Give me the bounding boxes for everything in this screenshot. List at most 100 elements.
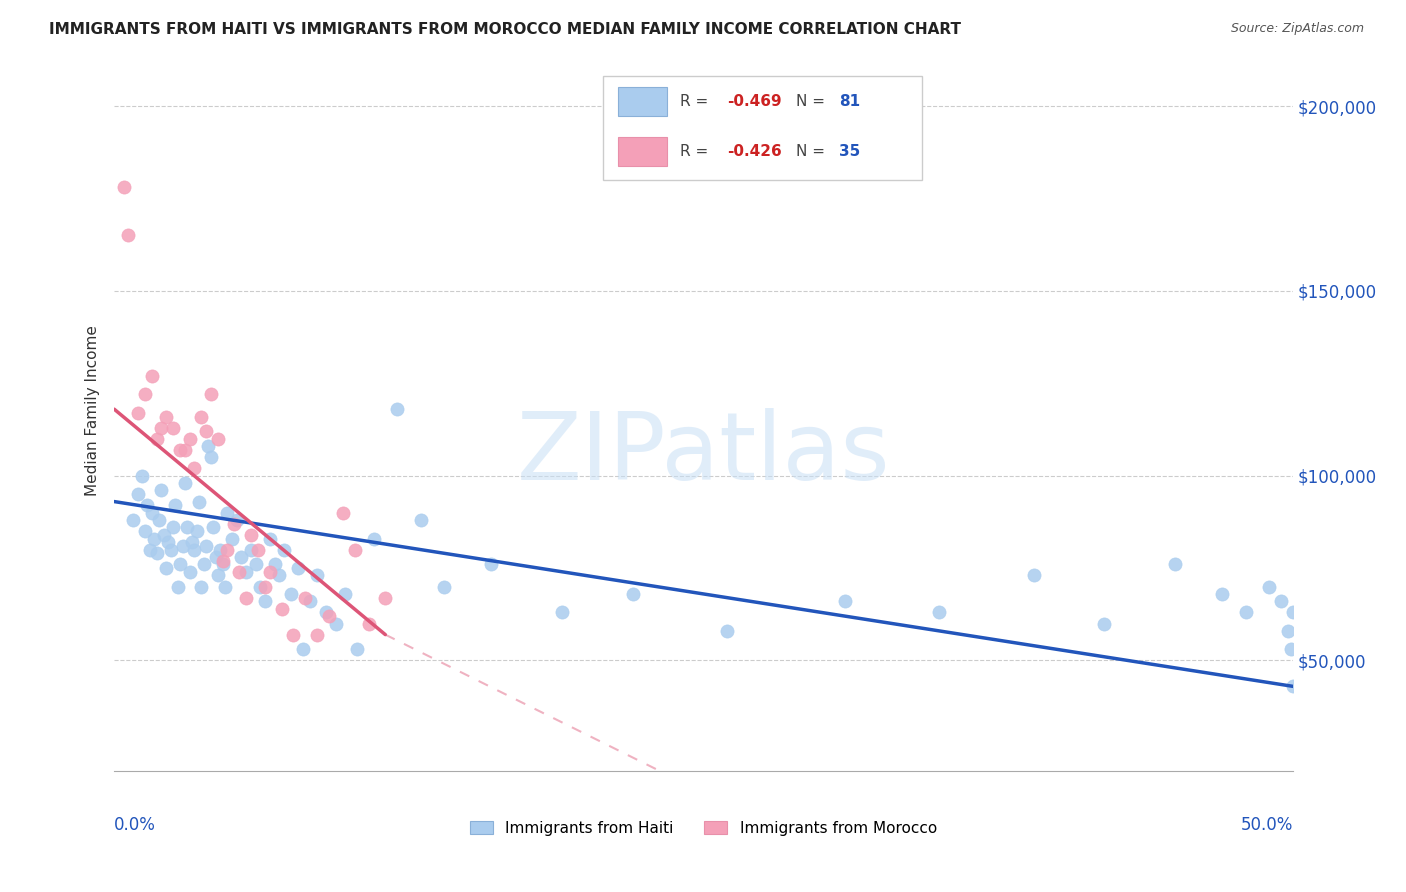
Point (318, 609, 340, 624)
Point (259, 532, 281, 546)
Point (283, 627, 305, 641)
Point (239, 542, 262, 557)
Point (254, 580, 277, 594)
Text: -0.426: -0.426 (727, 145, 782, 159)
Point (145, 432, 167, 446)
Point (280, 587, 302, 601)
Point (188, 494, 211, 508)
Point (200, 450, 222, 465)
Point (385, 402, 408, 417)
Text: Source: ZipAtlas.com: Source: ZipAtlas.com (1230, 22, 1364, 36)
Point (207, 568, 229, 582)
Point (269, 568, 291, 582)
Point (169, 558, 191, 572)
Point (117, 228, 139, 243)
Point (176, 520, 198, 534)
Point (221, 532, 243, 546)
Point (239, 528, 262, 542)
Point (174, 442, 197, 457)
Legend: Immigrants from Haiti, Immigrants from Morocco: Immigrants from Haiti, Immigrants from M… (471, 821, 936, 836)
Point (1282, 679, 1305, 693)
Point (202, 520, 225, 534)
Point (162, 420, 184, 434)
Text: -0.469: -0.469 (727, 95, 782, 110)
Text: N =: N = (796, 145, 830, 159)
Point (305, 568, 328, 582)
Point (287, 561, 309, 575)
Point (235, 591, 257, 605)
Point (150, 483, 173, 498)
Point (190, 409, 212, 424)
Point (235, 565, 257, 579)
Point (343, 542, 366, 557)
Point (209, 542, 232, 557)
Point (211, 558, 233, 572)
Point (143, 532, 166, 546)
FancyBboxPatch shape (603, 76, 922, 180)
Point (152, 528, 174, 542)
Point (211, 554, 233, 568)
FancyBboxPatch shape (617, 137, 666, 166)
Point (141, 506, 163, 520)
Text: 0.0%: 0.0% (114, 815, 156, 834)
Point (335, 587, 357, 601)
Point (254, 594, 277, 608)
Point (186, 524, 208, 538)
Point (159, 542, 181, 557)
Point (204, 549, 226, 564)
Point (138, 542, 160, 557)
Text: ZIPatlas: ZIPatlas (517, 409, 890, 500)
Point (1279, 642, 1302, 657)
Point (134, 524, 156, 538)
Point (1022, 568, 1045, 582)
Point (433, 580, 456, 594)
Y-axis label: Median Family Income: Median Family Income (86, 326, 100, 497)
Point (127, 487, 149, 501)
Point (214, 580, 236, 594)
Point (1277, 624, 1299, 638)
Point (231, 549, 253, 564)
Point (224, 516, 246, 531)
Point (155, 409, 177, 424)
Text: IMMIGRANTS FROM HAITI VS IMMIGRANTS FROM MOROCCO MEDIAN FAMILY INCOME CORRELATIO: IMMIGRANTS FROM HAITI VS IMMIGRANTS FROM… (49, 22, 962, 37)
Point (363, 532, 385, 546)
Point (197, 439, 219, 453)
Point (246, 542, 269, 557)
Point (179, 432, 201, 446)
Point (169, 442, 191, 457)
Point (263, 558, 285, 572)
Point (174, 476, 197, 491)
Point (112, 180, 135, 194)
Point (190, 580, 212, 594)
Point (928, 606, 950, 620)
Point (357, 616, 380, 631)
Point (183, 542, 205, 557)
Point (374, 591, 396, 605)
Point (716, 624, 738, 638)
Point (315, 606, 337, 620)
Point (294, 591, 316, 605)
Point (150, 420, 173, 434)
FancyBboxPatch shape (617, 87, 666, 116)
Point (1092, 616, 1115, 631)
Point (195, 425, 218, 439)
Text: R =: R = (681, 145, 713, 159)
Point (270, 601, 292, 615)
Text: 35: 35 (839, 145, 860, 159)
Point (145, 546, 167, 560)
Point (134, 387, 156, 401)
Point (200, 387, 222, 401)
Point (1164, 558, 1187, 572)
Point (157, 535, 180, 549)
Point (183, 461, 205, 475)
Point (166, 580, 188, 594)
Point (228, 565, 250, 579)
Point (245, 558, 267, 572)
Point (479, 558, 502, 572)
Point (409, 513, 432, 527)
Point (217, 506, 239, 520)
Point (155, 561, 177, 575)
Point (136, 498, 159, 512)
Point (195, 539, 218, 553)
Point (181, 535, 204, 549)
